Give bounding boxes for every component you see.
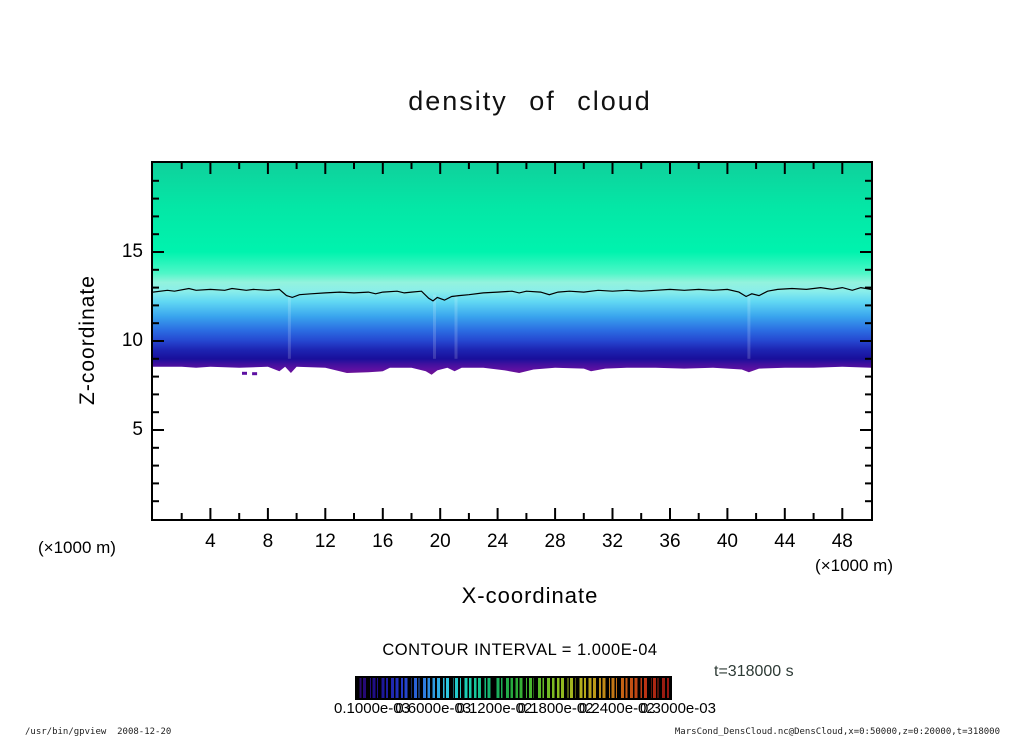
colorbar-value-label: 0.1000e-03 (334, 700, 410, 717)
plot-area (151, 161, 873, 521)
x-tick-label: 24 (487, 531, 509, 552)
x-axis-unit: (×1000 m) (815, 556, 893, 575)
colorbar-value-label: 0.1200e-02 (456, 700, 533, 717)
time-label: t=318000 s (714, 663, 794, 680)
x-axis-label: X-coordinate (461, 583, 599, 608)
x-axis-tick-labels: 4 8 12 16 20 24 28 32 36 40 44 48 (0, 531, 1024, 555)
x-tick-label: 32 (601, 531, 624, 552)
colorbar-value-label: 0.6000e-03 (395, 700, 472, 717)
x-tick-label: 44 (774, 531, 796, 552)
y-tick-label: 15 (121, 241, 143, 262)
y-tick-label: 5 (132, 419, 143, 440)
x-tick-label: 40 (716, 531, 738, 552)
x-tick-label: 16 (372, 531, 394, 552)
chart-title: density of cloud (408, 86, 652, 116)
colorbar-value-label: 0.1800e-02 (517, 700, 594, 717)
x-tick-label: 20 (429, 531, 451, 552)
colorbar-value-label: 0.2400e-02 (578, 700, 655, 717)
footer-command: /usr/bin/gpview 2008-12-20 (25, 727, 172, 737)
colorbar-stripes (357, 678, 670, 698)
x-tick-label: 28 (544, 531, 566, 552)
cloud-density-field (153, 163, 871, 375)
x-tick-label: 12 (314, 531, 336, 552)
y-tick-label: 10 (121, 330, 143, 351)
y-axis-label: Z-coordinate (76, 275, 99, 405)
colorbar (355, 676, 672, 700)
y-axis-unit: (×1000 m) (38, 538, 116, 557)
footer-dataset: MarsCond_DensCloud.nc@DensCloud,x=0:5000… (674, 727, 1000, 737)
x-tick-label: 36 (659, 531, 681, 552)
contour-interval-note: CONTOUR INTERVAL = 1.000E-04 (382, 641, 658, 659)
x-tick-label: 48 (831, 531, 853, 552)
axis-ticks (153, 163, 871, 519)
shaded-field (152, 163, 872, 524)
x-tick-label: 4 (205, 531, 216, 552)
x-tick-label: 8 (262, 531, 274, 552)
contour-line (152, 286, 872, 302)
colorbar-value-label: 0.3000e-03 (640, 700, 716, 717)
